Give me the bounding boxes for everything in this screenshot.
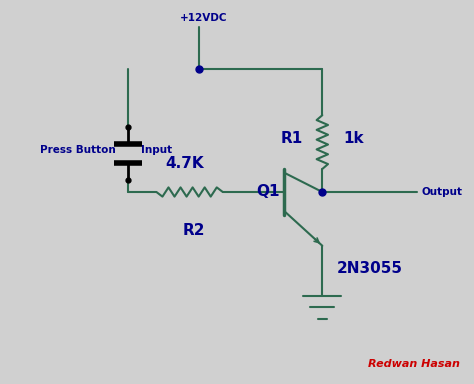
- Text: 4.7K: 4.7K: [165, 156, 204, 171]
- Text: 2N3055: 2N3055: [337, 261, 402, 276]
- Text: Redwan Hasan: Redwan Hasan: [368, 359, 460, 369]
- Text: R2: R2: [183, 223, 206, 238]
- Text: R1: R1: [281, 131, 302, 146]
- Text: Press Button: Press Button: [40, 145, 116, 155]
- Text: 1k: 1k: [344, 131, 365, 146]
- Text: Q1: Q1: [256, 184, 280, 199]
- Text: Output: Output: [422, 187, 463, 197]
- Text: Input: Input: [141, 145, 173, 155]
- Text: +12VDC: +12VDC: [180, 13, 228, 23]
